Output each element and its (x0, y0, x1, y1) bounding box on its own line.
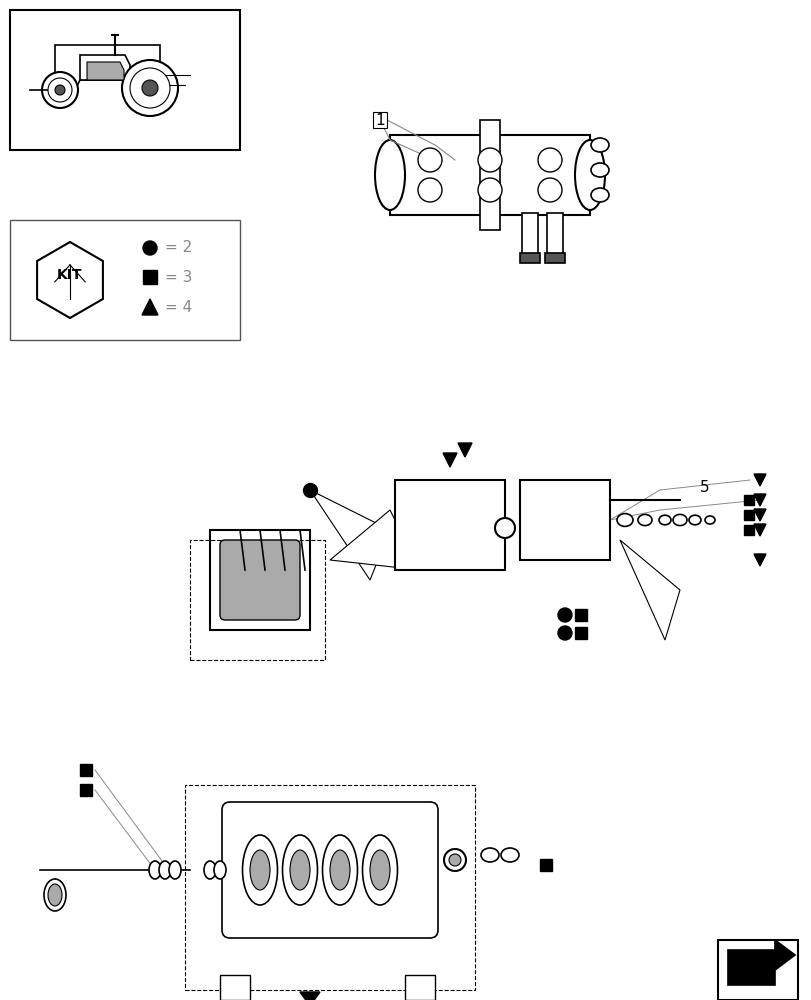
Bar (372, 112, 387, 128)
Circle shape (130, 68, 169, 108)
Ellipse shape (322, 835, 357, 905)
Text: 1: 1 (375, 113, 384, 128)
Bar (220, 975, 250, 1000)
Ellipse shape (590, 138, 608, 152)
Polygon shape (55, 45, 160, 100)
Ellipse shape (480, 848, 499, 862)
Bar (743, 495, 753, 505)
Ellipse shape (590, 188, 608, 202)
Bar (539, 859, 551, 871)
Polygon shape (87, 62, 124, 80)
Ellipse shape (362, 835, 397, 905)
Text: = 4: = 4 (165, 300, 192, 314)
Ellipse shape (375, 140, 405, 210)
Circle shape (418, 148, 441, 172)
Polygon shape (80, 55, 130, 80)
Polygon shape (142, 299, 158, 315)
Ellipse shape (616, 514, 633, 526)
Polygon shape (753, 509, 765, 521)
Bar (544, 253, 564, 263)
Ellipse shape (169, 861, 181, 879)
FancyBboxPatch shape (220, 540, 299, 620)
Polygon shape (329, 510, 419, 570)
Bar (519, 480, 609, 560)
Circle shape (418, 178, 441, 202)
Ellipse shape (500, 848, 518, 862)
Text: 5: 5 (699, 481, 709, 495)
Ellipse shape (148, 861, 161, 879)
Circle shape (538, 178, 561, 202)
Circle shape (42, 72, 78, 108)
Polygon shape (37, 242, 103, 318)
Bar (547, 213, 562, 255)
Polygon shape (727, 940, 794, 985)
Text: = 2: = 2 (165, 240, 192, 255)
Ellipse shape (370, 850, 389, 890)
Bar (574, 627, 586, 639)
FancyBboxPatch shape (221, 802, 437, 938)
Bar (80, 764, 92, 776)
Polygon shape (753, 474, 765, 486)
Bar (405, 975, 435, 1000)
Ellipse shape (204, 861, 216, 879)
Circle shape (478, 178, 501, 202)
Bar (521, 213, 538, 255)
Polygon shape (620, 540, 679, 640)
Ellipse shape (329, 850, 350, 890)
Bar (519, 253, 539, 263)
Ellipse shape (282, 835, 317, 905)
Polygon shape (310, 490, 389, 580)
Polygon shape (753, 494, 765, 506)
Circle shape (478, 148, 501, 172)
Ellipse shape (290, 850, 310, 890)
Polygon shape (443, 453, 457, 467)
Polygon shape (753, 524, 765, 536)
Ellipse shape (48, 884, 62, 906)
Bar (210, 530, 310, 630)
Ellipse shape (574, 140, 604, 210)
Text: = 3: = 3 (165, 269, 192, 284)
Ellipse shape (159, 861, 171, 879)
Ellipse shape (495, 518, 514, 538)
Ellipse shape (444, 849, 466, 871)
Bar (190, 540, 324, 660)
Ellipse shape (590, 163, 608, 177)
Circle shape (557, 626, 571, 640)
Polygon shape (457, 443, 471, 457)
Bar (143, 270, 157, 284)
Bar (389, 135, 590, 215)
Ellipse shape (448, 854, 461, 866)
Ellipse shape (637, 514, 651, 526)
Bar (10, 220, 240, 340)
Bar (574, 609, 586, 621)
Circle shape (142, 80, 158, 96)
Bar (10, 10, 240, 150)
Ellipse shape (242, 835, 277, 905)
Circle shape (557, 608, 571, 622)
Ellipse shape (672, 514, 686, 526)
Bar (185, 785, 474, 990)
Circle shape (538, 148, 561, 172)
Ellipse shape (250, 850, 270, 890)
Polygon shape (753, 554, 765, 566)
Ellipse shape (214, 861, 225, 879)
Circle shape (48, 78, 72, 102)
Circle shape (55, 85, 65, 95)
Bar (717, 940, 797, 1000)
Bar (80, 784, 92, 796)
Bar (743, 525, 753, 535)
Polygon shape (299, 992, 320, 1000)
Ellipse shape (689, 515, 700, 525)
Bar (394, 480, 504, 570)
Bar (743, 510, 753, 520)
Bar (479, 120, 500, 230)
Text: KIT: KIT (58, 268, 83, 282)
Ellipse shape (659, 515, 670, 525)
Circle shape (143, 241, 157, 255)
Circle shape (122, 60, 178, 116)
Ellipse shape (44, 879, 66, 911)
Ellipse shape (704, 516, 714, 524)
